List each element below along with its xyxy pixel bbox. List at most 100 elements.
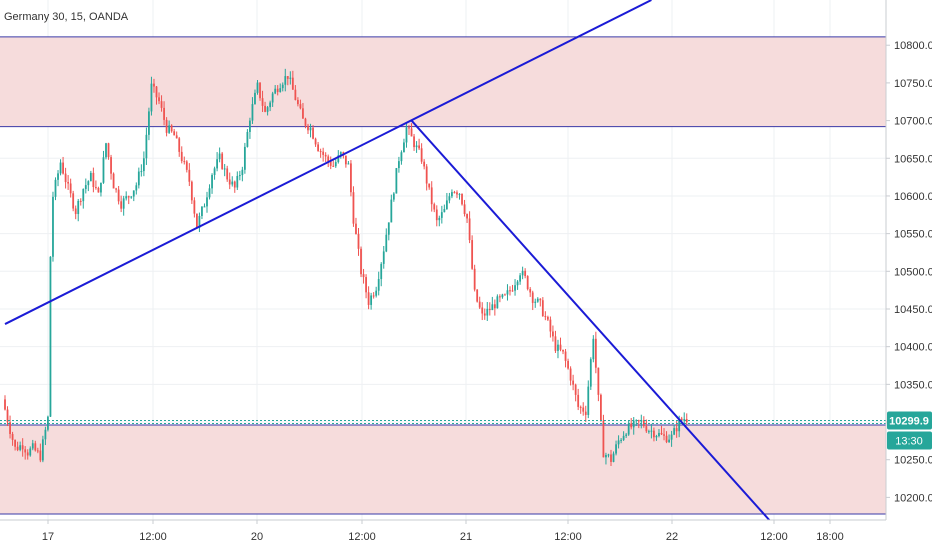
candle-body [221,153,224,169]
candle-body [410,128,413,137]
candle-body [456,192,458,195]
candlesticks [4,68,688,467]
candle-body [24,449,27,453]
candle-body [403,142,405,153]
candle-body [324,154,327,157]
candle-body [627,423,630,435]
candle-body [468,218,471,241]
candle-body [546,316,549,320]
candle-body [211,174,213,189]
candle-body [395,168,398,194]
candle-body [153,83,155,87]
candle-body [150,83,153,112]
candle-body [579,406,582,408]
candle-body [519,275,521,282]
candle-body [238,175,241,177]
candle-body [486,308,489,316]
candle-body [47,416,49,430]
candle-body [137,171,140,186]
candle-body [132,190,135,197]
candle-body [26,452,29,456]
candle-body [180,151,183,162]
candle-body [440,212,443,218]
trendlines[interactable] [4,0,774,525]
candle-body [163,107,165,120]
candle-body [74,208,77,215]
candle-body [387,222,390,235]
trendline-1[interactable] [4,0,652,325]
candle-body [256,82,259,93]
candle-body [64,173,67,183]
candle-body [203,206,206,208]
symbol-title: Germany 30, 15, OANDA [4,11,129,23]
candle-body [370,295,373,305]
candle-body [259,82,261,99]
candle-body [39,450,42,461]
candle-body [89,172,92,182]
candle-body [218,153,221,160]
candle-body [534,301,537,303]
candle-body [516,281,519,286]
candle-body [438,217,441,221]
candle-body [125,196,128,199]
candle-body [405,127,408,143]
candle-body [130,196,133,198]
candle-body [198,216,201,228]
candle-body [196,213,198,228]
candle-body [84,185,87,190]
candle-body [420,148,423,162]
candle-body [544,316,547,318]
candle-body [488,308,491,311]
candle-body [175,135,178,139]
candle-body [97,187,100,193]
candle-body [246,131,249,147]
candle-body [605,455,607,458]
candle-body [309,127,312,131]
candle-body [496,296,499,309]
candle-body [372,295,375,297]
candle-body [297,99,299,105]
trendline-2[interactable] [410,119,774,525]
candle-body [281,84,284,89]
candle-body [478,301,481,308]
candle-body [347,163,350,165]
candle-body [375,290,378,296]
candle-body [493,304,496,309]
candle-body [531,292,534,303]
y-tick-label: 10200.0 [894,492,932,504]
candle-body [135,185,138,191]
candle-body [514,285,516,291]
candle-body [44,429,47,440]
candle-body [630,423,633,428]
candle-body [352,192,355,224]
candle-body [178,138,181,152]
candle-body [274,88,277,94]
candle-body [264,105,266,112]
candle-body [435,209,438,221]
candle-body [228,179,231,185]
candle-body [327,156,330,162]
candle-body [6,409,9,423]
candle-body [536,298,539,302]
candle-body [445,200,448,210]
candle-body [69,183,72,194]
candle-body [622,435,625,440]
candle-body [77,200,80,215]
candle-body [660,432,663,435]
candle-body [29,448,32,456]
candle-body [597,367,600,395]
candle-body [637,420,640,422]
candle-body [625,434,628,436]
x-tick-label: 18:00 [816,531,844,543]
candle-body [524,270,527,277]
candle-body [587,386,590,415]
candle-body [284,76,287,85]
candle-body [594,338,597,368]
candle-body [319,151,322,153]
candle-body [491,304,494,311]
candle-body [529,289,532,293]
y-tick-label: 10750.0 [894,78,932,90]
x-tick-label: 17 [42,531,54,543]
candle-body [120,201,123,209]
